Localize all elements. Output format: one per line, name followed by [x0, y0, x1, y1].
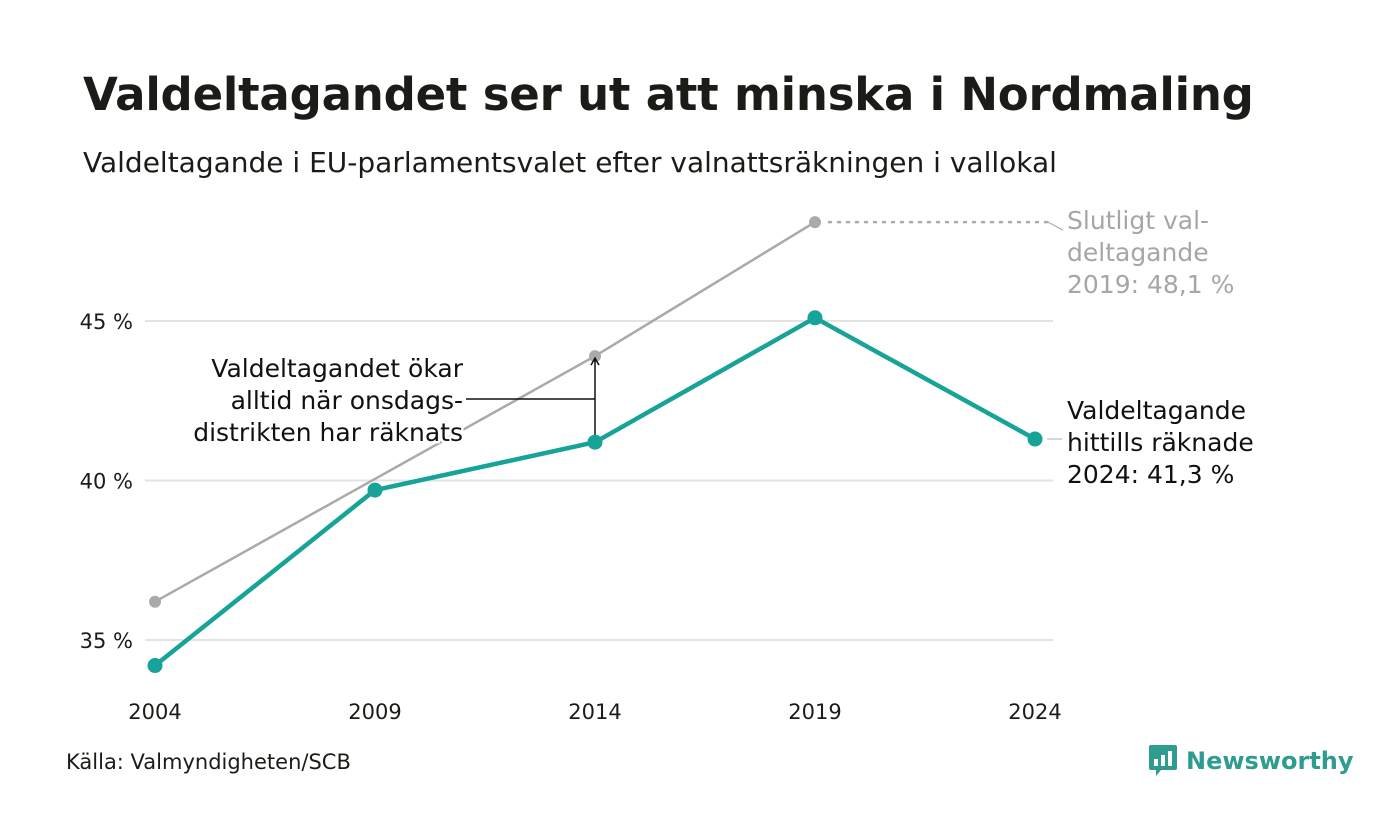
- x-tick-label: 2014: [568, 700, 621, 724]
- counted-turnout-label: 2024: 41,3 %: [1067, 460, 1234, 489]
- counted-turnout-point: [367, 482, 383, 498]
- gap-note-text: Valdeltagandet ökar: [211, 354, 463, 383]
- gap-arrow-head: [590, 356, 600, 366]
- final-turnout-point: [809, 216, 821, 229]
- x-tick-label: 2024: [1008, 700, 1061, 724]
- source-note: Källa: Valmyndigheten/SCB: [66, 750, 351, 774]
- final-turnout-point: [149, 595, 161, 608]
- counted-turnout-point: [1027, 431, 1043, 447]
- brand-name: Newsworthy: [1186, 747, 1354, 775]
- final-label-connector: [1047, 221, 1064, 231]
- counted-turnout-point: [587, 434, 603, 450]
- x-tick-label: 2004: [128, 700, 181, 724]
- newsworthy-logo: Newsworthy: [1148, 744, 1354, 778]
- counted-turnout-point: [807, 310, 823, 326]
- y-tick-label: 35 %: [80, 629, 133, 653]
- y-tick-label: 40 %: [80, 470, 133, 494]
- counted-turnout-label: Valdeltagande: [1067, 396, 1246, 425]
- final-turnout-label: deltagande: [1067, 238, 1209, 267]
- counted-turnout-label: hittills räknade: [1067, 428, 1254, 457]
- final-turnout-label: Slutligt val-: [1067, 206, 1209, 235]
- final-turnout-label: 2019: 48,1 %: [1067, 270, 1234, 299]
- chart-subtitle: Valdeltagande i EU-parlamentsvalet efter…: [83, 146, 1057, 179]
- chart-title: Valdeltagandet ser ut att minska i Nordm…: [83, 68, 1254, 121]
- gap-note-text: distrikten har räknats: [193, 418, 463, 447]
- y-tick-label: 45 %: [80, 310, 133, 334]
- x-tick-label: 2009: [348, 700, 401, 724]
- gap-note-text: alltid när onsdags-: [231, 386, 463, 415]
- bar-chart-logo-icon: [1149, 745, 1177, 776]
- counted-turnout-point: [147, 658, 163, 674]
- final-turnout-point: [589, 350, 601, 363]
- x-tick-label: 2019: [788, 700, 841, 724]
